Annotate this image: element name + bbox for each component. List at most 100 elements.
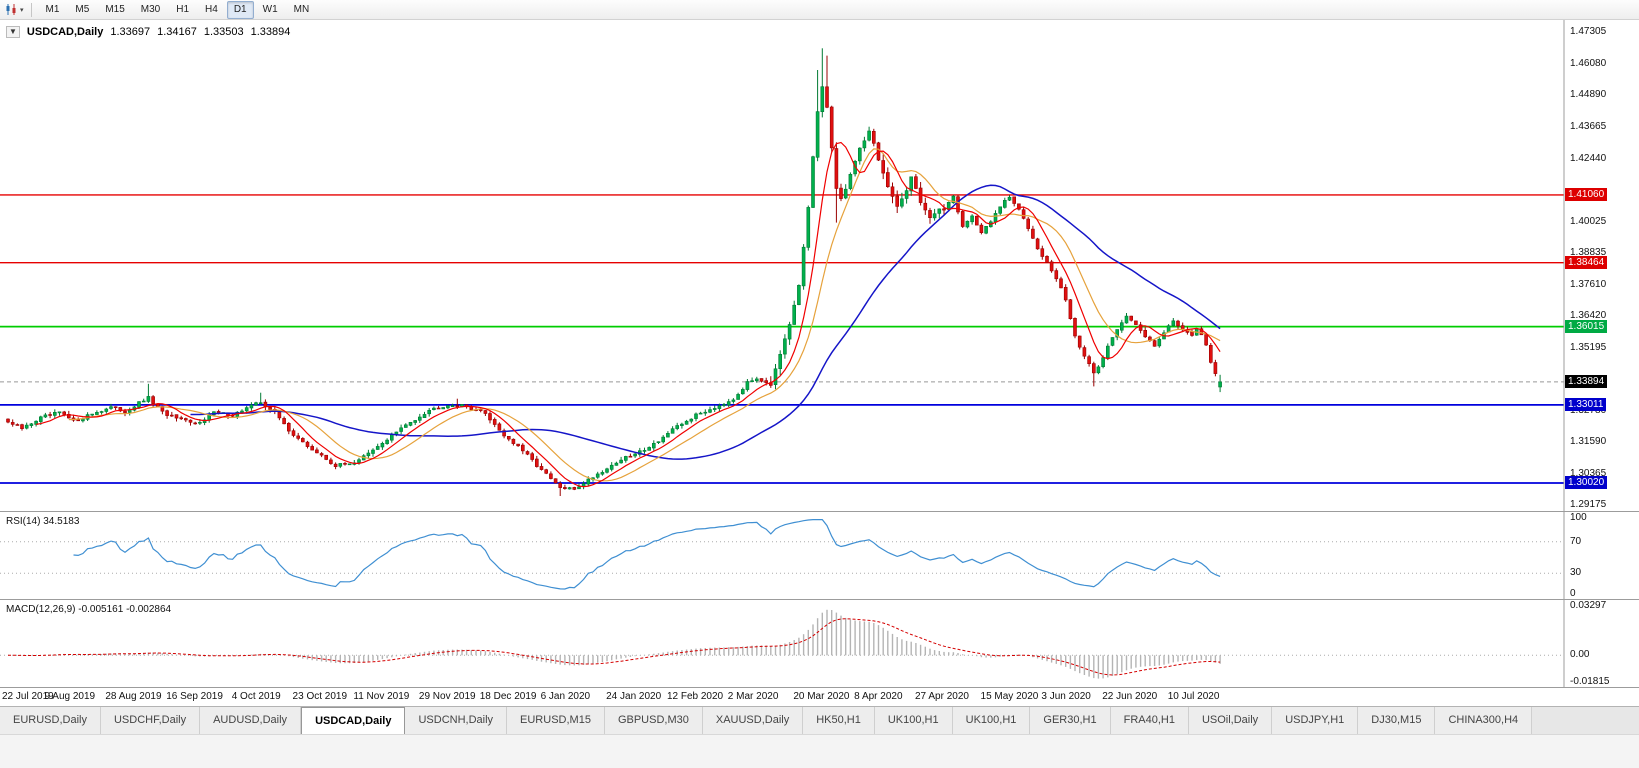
price-axis-tick: 1.30365 xyxy=(1570,467,1607,479)
candle-body xyxy=(1031,228,1035,239)
candle-body xyxy=(1012,196,1017,204)
candle-body xyxy=(539,466,544,470)
timeframe-button-H4[interactable]: H4 xyxy=(205,3,218,15)
candle-body xyxy=(1129,315,1133,321)
chart-tab-usdcad-daily[interactable]: USDCAD,Daily xyxy=(301,707,406,734)
candle-body xyxy=(783,338,787,355)
macd-label: MACD(12,26,9) -0.005161 -0.002864 xyxy=(6,604,172,615)
candle-body xyxy=(502,430,506,437)
chart-tab-uk100-h1[interactable]: UK100,H1 xyxy=(952,707,1031,734)
candle-body xyxy=(319,453,324,456)
chart-tab-xauusd-daily[interactable]: XAUUSD,Daily xyxy=(702,707,804,734)
macd-axis-tick: 0.00 xyxy=(1570,649,1590,661)
candle-body xyxy=(1054,270,1059,280)
chart-tab-ger30-h1[interactable]: GER30,H1 xyxy=(1030,707,1111,734)
candle-body xyxy=(90,413,94,416)
timeframe-button-M30[interactable]: M30 xyxy=(140,3,161,15)
candle-body xyxy=(52,411,57,416)
candle-body xyxy=(343,462,347,465)
candle-body xyxy=(48,414,52,416)
timeframe-buttons: M1 M5 M15 M30 H1 H4 D1 W1 MN xyxy=(38,0,318,19)
chart-type-dropdown-caret-icon[interactable]: ▾ xyxy=(20,6,24,14)
candle-body xyxy=(750,380,754,383)
time-axis-label: 23 Oct 2019 xyxy=(292,691,348,702)
chart-tab-audusd-daily[interactable]: AUDUSD,Daily xyxy=(200,707,302,734)
timeframe-button-M5[interactable]: M5 xyxy=(75,3,90,15)
chart-tab-gbpusd-m30[interactable]: GBPUSD,M30 xyxy=(604,707,703,734)
chart-tab-dj30-m15[interactable]: DJ30,M15 xyxy=(1358,707,1436,734)
candle-body xyxy=(371,449,375,454)
timeframe-button-M1[interactable]: M1 xyxy=(45,3,60,15)
candle-body xyxy=(857,147,862,162)
chart-tab-china300-h4[interactable]: CHINA300,H4 xyxy=(1435,707,1533,734)
chart-tab-hk50-h1[interactable]: HK50,H1 xyxy=(803,707,875,734)
chart-tab-usdchf-daily[interactable]: USDCHF,Daily xyxy=(100,707,201,734)
candle-body xyxy=(99,411,104,413)
macd-panel: MACD(12,26,9) -0.005161 -0.002864 0.0329… xyxy=(0,600,1639,688)
price-axis-tick: 1.29175 xyxy=(1570,499,1607,510)
candle-body xyxy=(1040,248,1045,257)
candle-body xyxy=(1138,324,1143,331)
candle-body xyxy=(268,406,272,410)
candle-body xyxy=(1049,261,1054,272)
candle-body xyxy=(792,304,797,325)
candle-body xyxy=(10,422,15,425)
candle-body xyxy=(843,188,848,199)
candlestick-chart-icon[interactable] xyxy=(5,3,19,16)
candle-body xyxy=(1199,328,1204,336)
candle-body xyxy=(249,404,254,409)
timeframe-button-W1[interactable]: W1 xyxy=(262,3,278,15)
symbol-dropdown-icon[interactable]: ▼ xyxy=(6,26,20,38)
candle-body xyxy=(778,353,783,369)
chart-tab-eurusd-daily[interactable]: EURUSD,Daily xyxy=(0,707,101,734)
macd-chart-canvas[interactable] xyxy=(0,600,1639,688)
timeframe-button-H1[interactable]: H1 xyxy=(176,3,190,15)
price-badge-1.36015: 1.36015 xyxy=(1565,319,1608,333)
time-axis[interactable]: 22 Jul 2019 9 Aug 2019 28 Aug 2019 16 Sep 2… xyxy=(0,688,1639,706)
chart-tab-eurusd-m15[interactable]: EURUSD,M15 xyxy=(507,707,605,734)
candle-body xyxy=(1213,362,1218,374)
candle-body xyxy=(141,400,146,403)
candle-body xyxy=(1082,347,1087,357)
ma-slow-line xyxy=(190,184,1221,460)
candle-body xyxy=(642,450,647,452)
timeframe-button-D1[interactable]: D1 xyxy=(226,0,254,19)
candle-body xyxy=(1092,363,1096,374)
rsi-chart-canvas[interactable] xyxy=(0,512,1639,600)
candle-body xyxy=(1152,340,1157,347)
candle-body xyxy=(296,435,301,439)
candle-body xyxy=(151,396,155,404)
candle-body xyxy=(478,409,483,411)
candle-body xyxy=(825,86,829,108)
candle-body xyxy=(942,208,946,211)
candle-body xyxy=(974,215,979,226)
ma-fast-line xyxy=(35,141,1221,488)
candle-body xyxy=(1035,238,1040,250)
candle-body xyxy=(848,174,853,189)
chart-tab-usoil-daily[interactable]: USOil,Daily xyxy=(1188,707,1273,734)
chart-tab-usdcnh-daily[interactable]: USDCNH,Daily xyxy=(405,707,508,734)
candle-body xyxy=(609,464,614,470)
candle-body xyxy=(801,246,806,287)
candle-body xyxy=(286,422,291,432)
candle-body xyxy=(6,418,10,423)
candle-body xyxy=(647,447,652,451)
timeframe-button-MN[interactable]: MN xyxy=(293,3,310,15)
timeframe-button-M15[interactable]: M15 xyxy=(105,3,125,15)
ohlc-close: 1.33894 xyxy=(250,26,291,38)
candle-body xyxy=(104,408,109,412)
candle-body xyxy=(979,224,984,234)
candle-body xyxy=(432,407,436,411)
price-axis-tick: 1.40025 xyxy=(1570,215,1607,227)
candle-body xyxy=(759,378,764,382)
price-chart-canvas[interactable] xyxy=(0,20,1639,512)
main-chart-panel: ▼ USDCAD,Daily 1.33697 1.34167 1.33503 1… xyxy=(0,20,1639,512)
price-badge-1.30020: 1.30020 xyxy=(1565,475,1608,489)
chart-tab-fra40-h1[interactable]: FRA40,H1 xyxy=(1110,707,1189,734)
candle-body xyxy=(333,463,338,468)
candle-body xyxy=(666,432,670,438)
chart-tab-uk100-h1[interactable]: UK100,H1 xyxy=(874,707,953,734)
candle-body xyxy=(62,411,67,415)
candle-body xyxy=(109,406,113,409)
chart-tab-usdjpy-h1[interactable]: USDJPY,H1 xyxy=(1272,707,1359,734)
